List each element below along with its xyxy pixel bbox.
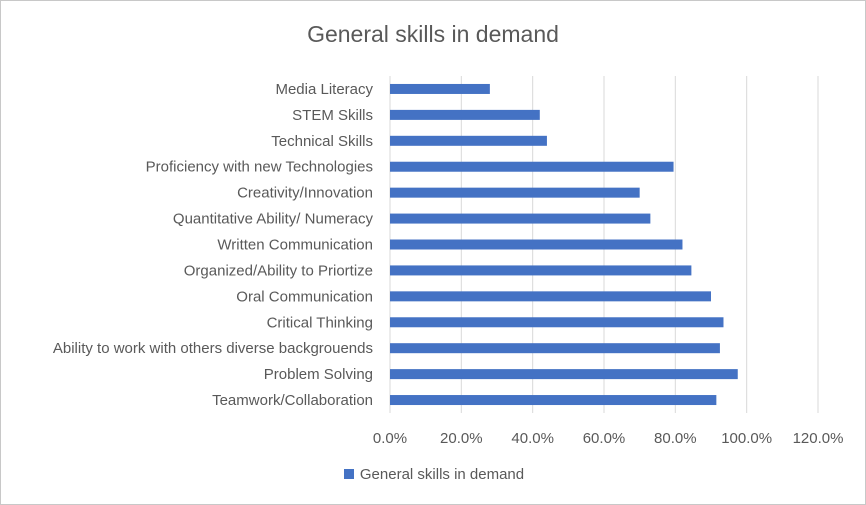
category-label: Quantitative Ability/ Numeracy (173, 211, 374, 228)
category-label: Media Literacy (275, 81, 373, 98)
category-label: Oral Communication (236, 288, 373, 305)
category-label: Teamwork/Collaboration (212, 392, 373, 409)
bar (390, 369, 738, 380)
legend-label: General skills in demand (359, 466, 525, 483)
category-label: Critical Thinking (267, 314, 373, 331)
category-label: Technical Skills (271, 133, 373, 150)
category-label: Creativity/Innovation (237, 185, 373, 202)
bar (390, 395, 717, 406)
bar (390, 291, 711, 302)
bar (390, 83, 490, 94)
category-labels: Media Literacy STEM Skills Technical Skill… (53, 81, 374, 409)
bar (390, 161, 674, 172)
x-tick-label: 0.0% (373, 430, 407, 447)
x-tick-labels: 0.0% 20.0% 40.0% 60.0% 80.0% 100.0% 120.0% (373, 430, 844, 447)
legend: General skills in demand (1, 466, 866, 483)
bar (390, 239, 683, 250)
bar (390, 187, 640, 198)
category-label: STEM Skills (292, 107, 373, 124)
legend-swatch (343, 469, 354, 480)
category-label: Written Communication (217, 237, 373, 254)
x-tick-label: 120.0% (793, 430, 844, 447)
category-label: Proficiency with new Technologies (146, 159, 373, 176)
category-label: Ability to work with others diverse back… (53, 340, 373, 357)
x-tick-label: 20.0% (440, 430, 483, 447)
bar (390, 343, 720, 354)
category-label: Organized/Ability to Priortize (184, 262, 373, 279)
x-tick-label: 60.0% (583, 430, 626, 447)
x-tick-label: 40.0% (511, 430, 554, 447)
x-tick-label: 80.0% (654, 430, 697, 447)
bars (390, 83, 738, 406)
x-tick-label: 100.0% (721, 430, 772, 447)
bar (390, 265, 692, 276)
bar (390, 213, 651, 224)
category-label: Problem Solving (264, 366, 373, 383)
bar (390, 109, 540, 120)
chart-title: General skills in demand (307, 21, 559, 47)
bar (390, 317, 724, 328)
bar (390, 135, 547, 146)
